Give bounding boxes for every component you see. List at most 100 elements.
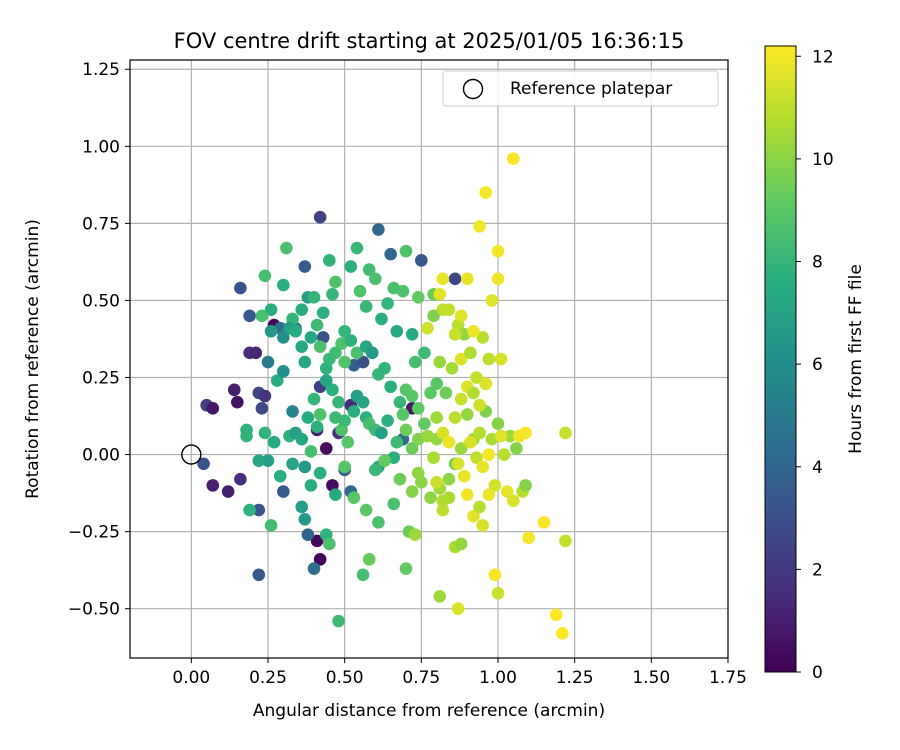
data-point	[264, 303, 278, 316]
data-point	[559, 534, 572, 548]
data-point	[277, 278, 290, 292]
data-point	[411, 291, 425, 304]
data-point	[369, 463, 382, 477]
data-point	[442, 303, 456, 316]
data-point	[286, 405, 299, 418]
y-tick-label: 0.50	[82, 291, 120, 311]
data-points	[197, 152, 572, 640]
data-point	[277, 485, 290, 498]
data-point	[384, 380, 397, 394]
data-point	[433, 590, 447, 603]
data-point	[329, 275, 342, 289]
y-tick-label: 1.25	[82, 60, 120, 80]
data-point	[332, 395, 345, 409]
data-point	[396, 408, 410, 421]
data-point	[424, 491, 437, 505]
data-point	[301, 528, 315, 542]
data-point	[227, 383, 241, 397]
data-point	[267, 435, 281, 449]
data-point	[430, 475, 443, 489]
data-point	[326, 383, 339, 397]
data-point	[356, 355, 370, 369]
data-point	[491, 244, 505, 258]
data-point	[347, 491, 361, 505]
data-point	[329, 346, 342, 360]
data-point	[295, 500, 309, 514]
data-point	[405, 328, 419, 341]
y-tick-label: −0.50	[68, 600, 120, 620]
data-point	[482, 488, 496, 501]
data-point	[378, 454, 391, 468]
data-point	[454, 309, 468, 323]
data-point	[461, 272, 474, 286]
data-point	[298, 512, 312, 526]
data-point	[467, 509, 480, 523]
data-point	[454, 537, 468, 551]
colorbar-tick-label: 10	[812, 150, 834, 170]
data-point	[378, 361, 391, 375]
x-tick-label: 1.00	[479, 668, 517, 688]
data-point	[298, 260, 312, 273]
data-point	[436, 503, 450, 517]
data-point	[494, 429, 508, 443]
data-point	[286, 457, 299, 471]
data-point	[476, 519, 489, 532]
data-point	[252, 568, 266, 582]
data-point	[491, 417, 505, 431]
data-point	[442, 435, 456, 449]
data-point	[264, 324, 278, 338]
x-tick-label: 0.75	[402, 668, 440, 688]
data-point	[273, 469, 287, 483]
chart-title: FOV centre drift starting at 2025/01/05 …	[174, 29, 685, 53]
reference-platepar-marker	[181, 444, 202, 465]
colorbar-tick-label: 2	[812, 560, 823, 580]
data-point	[365, 346, 379, 360]
data-point	[457, 469, 471, 483]
data-point	[258, 269, 272, 283]
data-point	[387, 497, 401, 511]
data-point	[243, 309, 256, 323]
data-point	[313, 210, 327, 224]
data-point	[289, 324, 302, 338]
y-axis-ticks: −0.50 −0.25 0.00 0.25 0.50 0.75 1.00 1.25	[68, 60, 130, 620]
data-point	[307, 562, 321, 575]
data-point	[252, 454, 266, 468]
legend-box	[442, 70, 719, 107]
data-point	[332, 614, 345, 628]
y-tick-label: 0.25	[82, 368, 120, 388]
colorbar: 0 2 4 6 8 10 12 Hours from first FF file	[764, 45, 866, 683]
data-point	[473, 500, 486, 514]
data-point	[338, 355, 351, 369]
data-point	[556, 627, 569, 640]
data-point	[240, 429, 253, 443]
data-point	[350, 241, 364, 255]
data-point	[418, 346, 431, 360]
data-point	[448, 272, 462, 286]
data-point	[234, 472, 247, 486]
data-point	[559, 426, 572, 440]
data-point	[261, 355, 275, 369]
data-point	[255, 402, 269, 415]
data-point	[415, 475, 428, 489]
x-tick-label: 0.00	[172, 668, 210, 688]
data-point	[356, 568, 370, 582]
data-point	[206, 402, 220, 415]
data-point	[479, 377, 493, 390]
data-point	[510, 442, 523, 455]
x-axis-label: Angular distance from reference (arcmin)	[253, 701, 605, 721]
data-point	[310, 318, 324, 332]
data-point	[427, 309, 440, 323]
data-point	[341, 435, 355, 449]
data-point	[393, 395, 407, 409]
data-point	[304, 445, 318, 458]
data-point	[338, 414, 351, 427]
x-tick-label: 1.50	[632, 668, 670, 688]
data-point	[301, 411, 315, 424]
data-point	[491, 586, 505, 600]
data-point	[454, 392, 468, 406]
data-point	[310, 420, 324, 434]
data-point	[197, 457, 210, 471]
data-point	[375, 312, 388, 326]
data-point	[454, 442, 468, 455]
data-point	[353, 284, 367, 298]
